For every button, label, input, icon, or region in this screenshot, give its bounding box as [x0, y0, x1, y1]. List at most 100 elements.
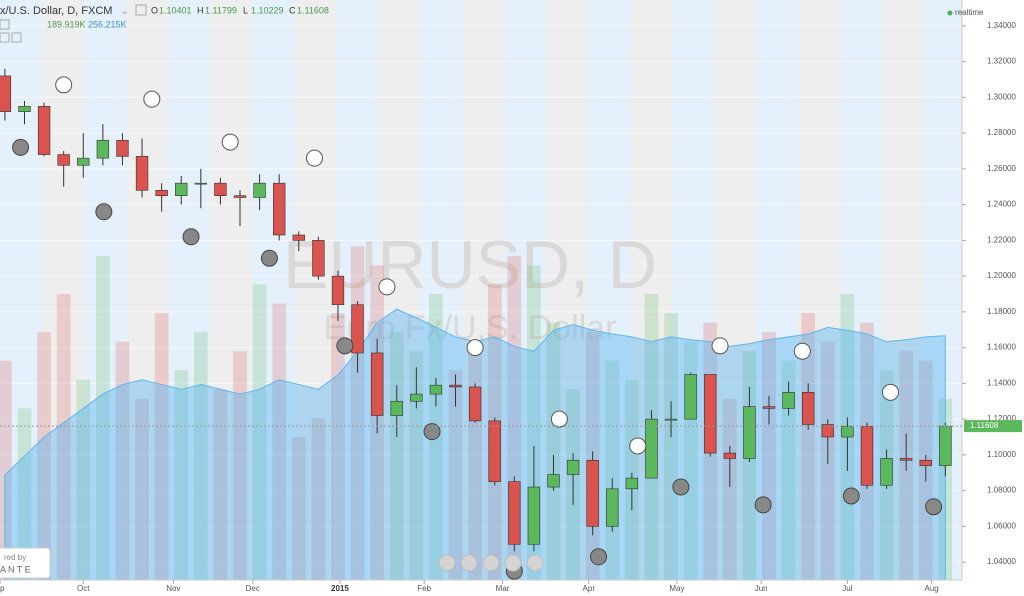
candle-body: [390, 400, 403, 416]
x-tick-label: Feb: [417, 584, 431, 593]
candle-body: [449, 384, 462, 388]
pivot-high: [305, 149, 323, 167]
pivot-high: [55, 76, 73, 94]
y-tick-label: 1.08000: [987, 486, 1016, 495]
candle-body: [233, 195, 247, 198]
brand-text: red by: [4, 553, 26, 562]
candle-body: [96, 139, 110, 159]
candle-body: [292, 234, 305, 241]
ohlc-name: O: [151, 5, 158, 15]
candle-body: [547, 474, 560, 488]
candle-body: [57, 154, 70, 166]
pivot-low: [423, 423, 441, 441]
pivot-low: [842, 487, 860, 505]
volume-bar: [272, 303, 287, 580]
volume-ma-label: 256.215K: [88, 19, 127, 29]
button[interactable]: [0, 32, 10, 43]
candle-body: [214, 182, 227, 196]
candle-body: [684, 374, 697, 420]
y-tick-label: 1.22000: [987, 235, 1016, 244]
band: [294, 0, 336, 580]
candle-body: [175, 182, 188, 196]
y-tick-label: 1.26000: [987, 164, 1016, 173]
y-tick-label: 1.28000: [987, 128, 1016, 137]
band: [252, 0, 294, 580]
candle-body: [312, 240, 325, 277]
pivot-high: [711, 337, 729, 355]
volume-bar: [546, 322, 561, 580]
candle-body: [586, 459, 599, 527]
volume-bar: [213, 389, 228, 580]
volume-bar: [409, 351, 424, 580]
y-tick-label: 1.30000: [987, 92, 1016, 101]
candle-body: [606, 488, 619, 527]
candle-body: [723, 452, 737, 459]
nav-right[interactable]: [526, 554, 544, 572]
settings-button[interactable]: [135, 4, 147, 16]
y-tick-label: 1.12000: [987, 414, 1016, 423]
candle-body: [37, 106, 51, 155]
ohlc-value: 1.10229: [251, 5, 284, 15]
x-tick-label: Mar: [496, 584, 510, 593]
button[interactable]: [0, 19, 10, 30]
pivot-low: [12, 138, 30, 156]
volume-bar: [96, 255, 110, 580]
x-tick-label: May: [669, 584, 684, 593]
last-price-box: [964, 420, 1022, 433]
plot: [0, 68, 953, 581]
candle-body: [939, 425, 952, 466]
ohlc-value: 1.11799: [205, 5, 237, 15]
pivot-low: [925, 498, 943, 516]
y-tick-label: 1.32000: [987, 57, 1016, 66]
candle-body: [527, 486, 541, 545]
pivot-high: [143, 90, 161, 108]
candle-body: [77, 157, 90, 166]
y-tick-label: 1.04000: [987, 557, 1016, 566]
volume-bar: [664, 313, 678, 580]
pivot-high: [378, 278, 396, 296]
candle-body: [841, 425, 854, 438]
volume-bar: [311, 417, 326, 580]
menu-caret[interactable]: ⌄: [120, 5, 129, 17]
candle-body: [135, 156, 149, 191]
y-tick-label: 1.10000: [987, 450, 1016, 459]
y-tick-label: 1.14000: [987, 378, 1016, 387]
volume-bar: [135, 398, 149, 580]
ohlc-name: C: [289, 5, 296, 15]
ohlc-header: O 1.10401 H 1.11799 L 1.10229 C 1.11608: [151, 5, 329, 15]
ohlc-value: 1.10401: [159, 5, 192, 15]
candle-body: [860, 425, 874, 486]
ohlc-name: L: [243, 5, 248, 15]
nav-reset[interactable]: [482, 554, 500, 572]
candle-body: [762, 406, 776, 409]
volume-bar: [801, 313, 816, 580]
volume-bar: [233, 351, 247, 580]
candle-body: [802, 392, 815, 425]
y-tick-label: 1.18000: [987, 307, 1016, 316]
nav-left[interactable]: [438, 554, 456, 572]
pivot-high: [221, 133, 239, 151]
brand-logo: A N T E: [0, 564, 31, 574]
candle-body: [566, 459, 580, 475]
candle-body: [410, 393, 423, 402]
volume-bar: [0, 360, 12, 580]
band: [714, 0, 756, 580]
nav-zoom-out[interactable]: [460, 554, 478, 572]
x-tick-label: Jun: [755, 584, 768, 593]
candle-body: [194, 182, 208, 185]
band: [798, 0, 840, 580]
volume-bar: [448, 370, 463, 580]
nav-zoom-in[interactable]: [504, 554, 522, 572]
candle-body: [468, 386, 482, 422]
band: [924, 0, 962, 580]
candle-body: [331, 275, 345, 306]
band: [420, 0, 462, 580]
x-tick-label: 2015: [331, 584, 349, 593]
candle-body: [253, 182, 266, 198]
button[interactable]: [11, 32, 22, 43]
x-tick-label: Dec: [246, 584, 260, 593]
pivot-low: [672, 478, 690, 496]
pivot-high: [550, 410, 568, 428]
brand-badge[interactable]: [0, 547, 51, 579]
pivot-low: [95, 203, 113, 221]
